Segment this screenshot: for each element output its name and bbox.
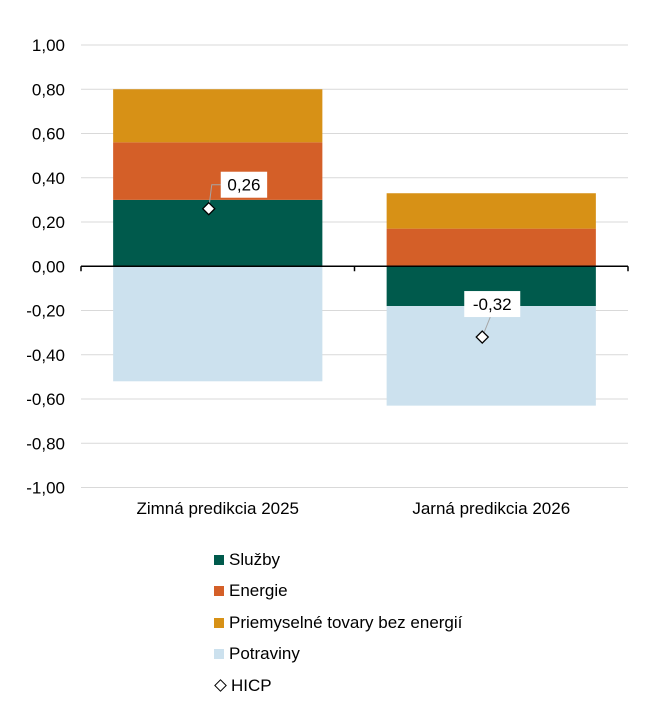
category-label: Jarná predikcia 2026 — [412, 499, 570, 518]
hicp-marker — [201, 201, 216, 216]
y-tick-label: -1,00 — [26, 479, 65, 498]
legend-item-hicp: HICP — [214, 670, 462, 702]
category-labels: Zimná predikcia 2025 Jarná predikcia 2026 — [136, 499, 570, 518]
y-tick-label: -0,20 — [26, 302, 65, 321]
legend-swatch-priemyselne-tovary — [214, 617, 224, 628]
bar-segment-potraviny — [386, 306, 596, 406]
y-tick-label: 1,00 — [32, 36, 65, 55]
data-label-box — [220, 171, 268, 198]
legend-label: Energie — [229, 581, 288, 601]
y-tick-label: 0,20 — [32, 213, 65, 232]
data-label: 0,26 — [227, 176, 260, 195]
legend-label: Potraviny — [229, 644, 300, 664]
y-tick-label: 0,00 — [32, 257, 65, 276]
legend-item-potraviny: Potraviny — [214, 639, 462, 671]
legend-label: Priemyselné tovary bez energií — [229, 612, 463, 632]
bar-segment-energie — [386, 228, 596, 267]
chart-plot: 1,00 0,80 0,60 0,40 0,20 0,00 -0,20 -0,40 -0,60 -… — [26, 36, 629, 518]
y-tick-label: -0,40 — [26, 346, 65, 365]
y-tick-label: 0,60 — [32, 125, 65, 144]
hicp-markers: 0,26 -0,32 — [201, 171, 521, 344]
leader-line — [208, 184, 221, 209]
bar-segment-slu-by — [113, 199, 323, 267]
legend-swatch-potraviny — [214, 649, 224, 660]
legend-label: Služby — [229, 549, 281, 569]
legend-label: HICP — [231, 675, 272, 695]
bars — [113, 89, 596, 406]
x-axis — [80, 265, 629, 272]
legend-item-sluzby: Služby — [214, 544, 462, 576]
legend-item-energie: Energie — [214, 576, 462, 608]
bar-segment-energie — [113, 142, 323, 200]
data-label: -0,32 — [473, 295, 512, 314]
legend-swatch-energie — [214, 586, 224, 597]
hicp-marker — [475, 330, 490, 344]
legend-item-priemyselne-tovary: Priemyselné tovary bez energií — [214, 607, 462, 639]
bar-segment-priemyseln-tovary-bez-energi- — [113, 89, 323, 143]
data-label-box — [464, 291, 521, 318]
legend: Služby Energie Priemyselné tovary bez en… — [214, 544, 462, 702]
bar-segment-priemyseln-tovary-bez-energi- — [386, 193, 596, 229]
legend-swatch-sluzby — [214, 554, 224, 565]
y-tick-label: 0,80 — [32, 80, 65, 99]
diamond-icon — [214, 679, 227, 693]
y-tick-label: -0,80 — [26, 434, 65, 453]
y-tick-labels: 1,00 0,80 0,60 0,40 0,20 0,00 -0,20 -0,40 -0,60 -… — [26, 36, 65, 498]
category-label: Zimná predikcia 2025 — [136, 499, 299, 518]
y-tick-label: -0,60 — [26, 390, 65, 409]
y-tick-label: 0,40 — [32, 169, 65, 188]
bar-segment-potraviny — [113, 266, 323, 382]
